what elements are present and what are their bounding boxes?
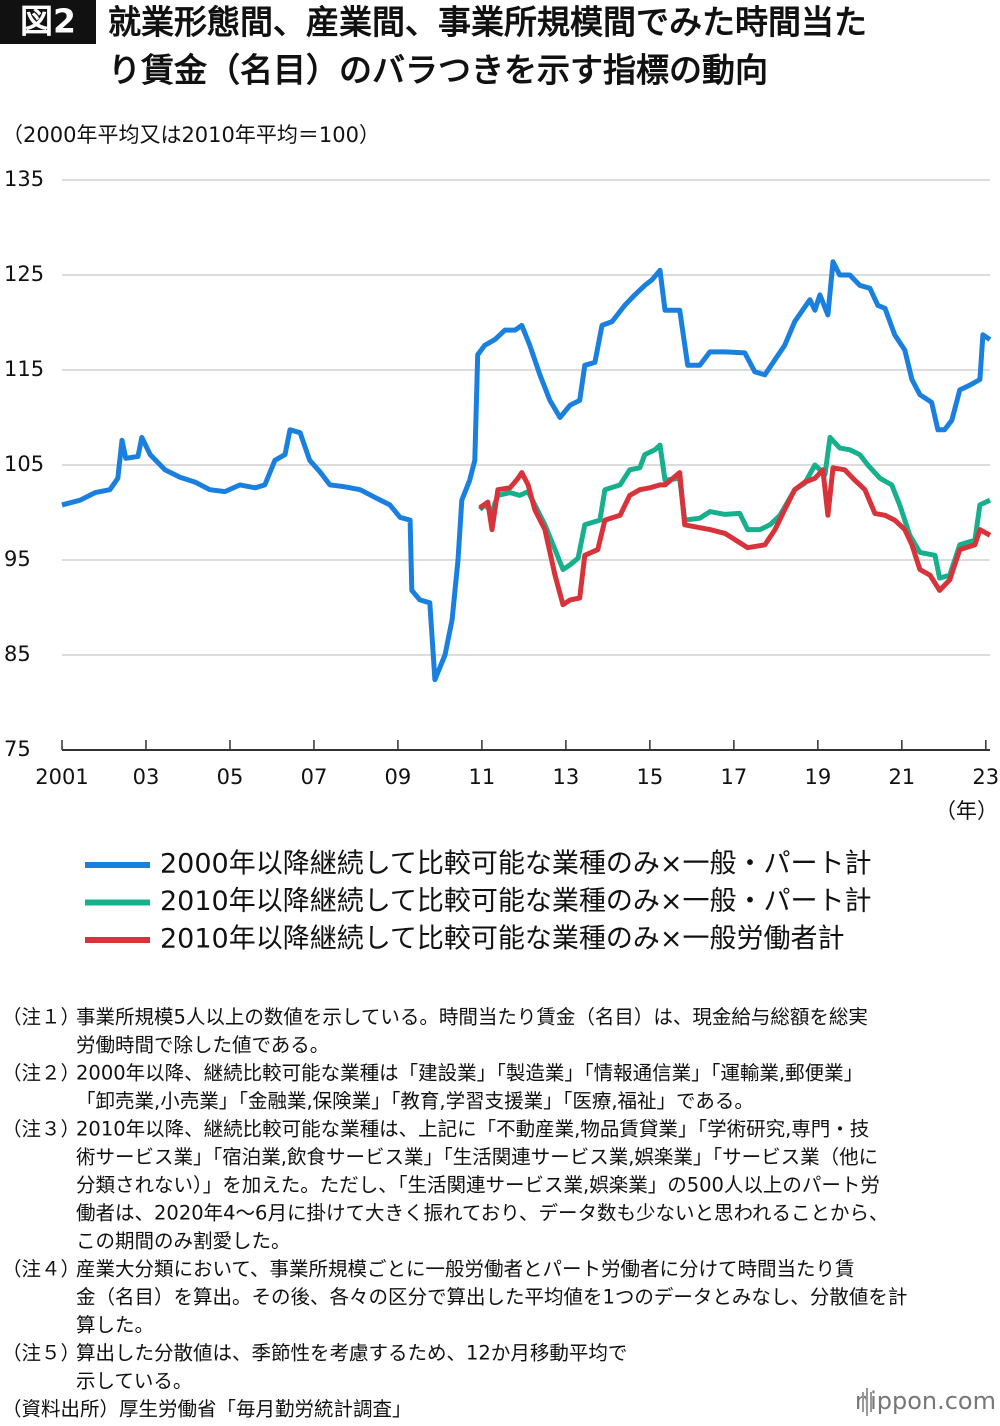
note-text: 2010年以降、継続比較可能な業種は、上記に「不動産業,物品賃貸業」「学術研究,…: [76, 1118, 869, 1141]
brand: nippon.com: [855, 1387, 996, 1415]
note-text: 術サービス業」「宿泊業,飲食サービス業」「生活関連サービス業,娯楽業」「サービス…: [76, 1146, 878, 1169]
x-tick-label: 23: [972, 765, 999, 789]
x-tick-label: 2001: [35, 765, 88, 789]
x-tick-label: 03: [133, 765, 160, 789]
x-tick-label: 09: [385, 765, 412, 789]
note-label: （注５）: [2, 1342, 80, 1365]
y-tick-label: 85: [4, 642, 31, 666]
x-tick-label: 17: [720, 765, 747, 789]
legend-label: 2000年以降継続して比較可能な業種のみ×一般・パート計: [160, 849, 872, 880]
x-tick-label: 11: [469, 765, 496, 789]
y-tick-label: 115: [4, 357, 44, 381]
series-line: [478, 434, 992, 581]
x-unit-label: （年）: [935, 799, 998, 823]
y-tick-label: 135: [4, 167, 44, 191]
chart-title: 就業形態間、産業間、事業所規模間でみた時間当た: [108, 3, 867, 42]
series-line: [61, 259, 992, 683]
unit-label: （2000年平均又は2010年平均＝100）: [2, 123, 380, 147]
note-label: （注３）: [2, 1118, 80, 1141]
note-text: この期間のみ割愛した。: [76, 1230, 291, 1253]
legend-label: 2010年以降継続して比較可能な業種のみ×一般労働者計: [160, 924, 845, 955]
x-tick-label: 21: [888, 765, 915, 789]
note-text: 産業大分類において、事業所規模ごとに一般労働者とパート労働者に分けて時間当たり賃: [76, 1258, 854, 1281]
x-tick-label: 07: [301, 765, 328, 789]
x-tick-label: 15: [637, 765, 664, 789]
note-text: 分類されない）」を加えた。ただし、「生活関連サービス業,娯楽業」の500人以上の…: [76, 1174, 880, 1197]
brand-logo: [862, 1388, 872, 1416]
x-tick-label: 05: [217, 765, 244, 789]
y-tick-label: 95: [4, 547, 31, 571]
note-text: 算した。: [76, 1314, 154, 1337]
x-tick-label: 19: [804, 765, 831, 789]
note-text: 労働時間で除した値である。: [76, 1034, 329, 1057]
note-text: 算出した分散値は、季節性を考慮するため、12か月移動平均で: [76, 1342, 627, 1365]
chart-title: り賃金（名目）のバラつきを示す指標の動向: [108, 51, 768, 90]
note-label: （注２）: [2, 1062, 80, 1085]
note-text: 「卸売業,小売業」「金融業,保険業」「教育,学習支援業」「医療,福祉」である。: [76, 1090, 754, 1113]
note-label: （注４）: [2, 1258, 80, 1281]
x-tick-label: 13: [553, 765, 580, 789]
note-text: 2000年以降、継続比較可能な業種は「建設業」「製造業」「情報通信業」「運輸業,…: [76, 1062, 863, 1085]
note-text: 金（名目）を算出。その後、各々の区分で算出した平均値を1つのデータとみなし、分散…: [76, 1286, 907, 1309]
note-text: 示している。: [76, 1370, 192, 1393]
series-line: [478, 465, 992, 608]
figure-label-box: [0, 0, 96, 44]
y-tick-label: 75: [4, 737, 31, 761]
note-text: 働者は、2020年4～6月に掛けて大きく振れており、データ数も少ないと思われるこ…: [76, 1202, 889, 1225]
note-text: 事業所規模5人以上の数値を示している。時間当たり賃金（名目）は、現金給与総額を総…: [76, 1006, 868, 1029]
y-tick-label: 125: [4, 262, 44, 286]
y-tick-label: 105: [4, 452, 44, 476]
source: （資料出所）厚生労働省「毎月勤労統計調査」: [2, 1398, 412, 1421]
legend-label: 2010年以降継続して比較可能な業種のみ×一般・パート計: [160, 886, 872, 917]
note-label: （注１）: [2, 1006, 80, 1029]
figure-label: 図2: [20, 2, 76, 41]
